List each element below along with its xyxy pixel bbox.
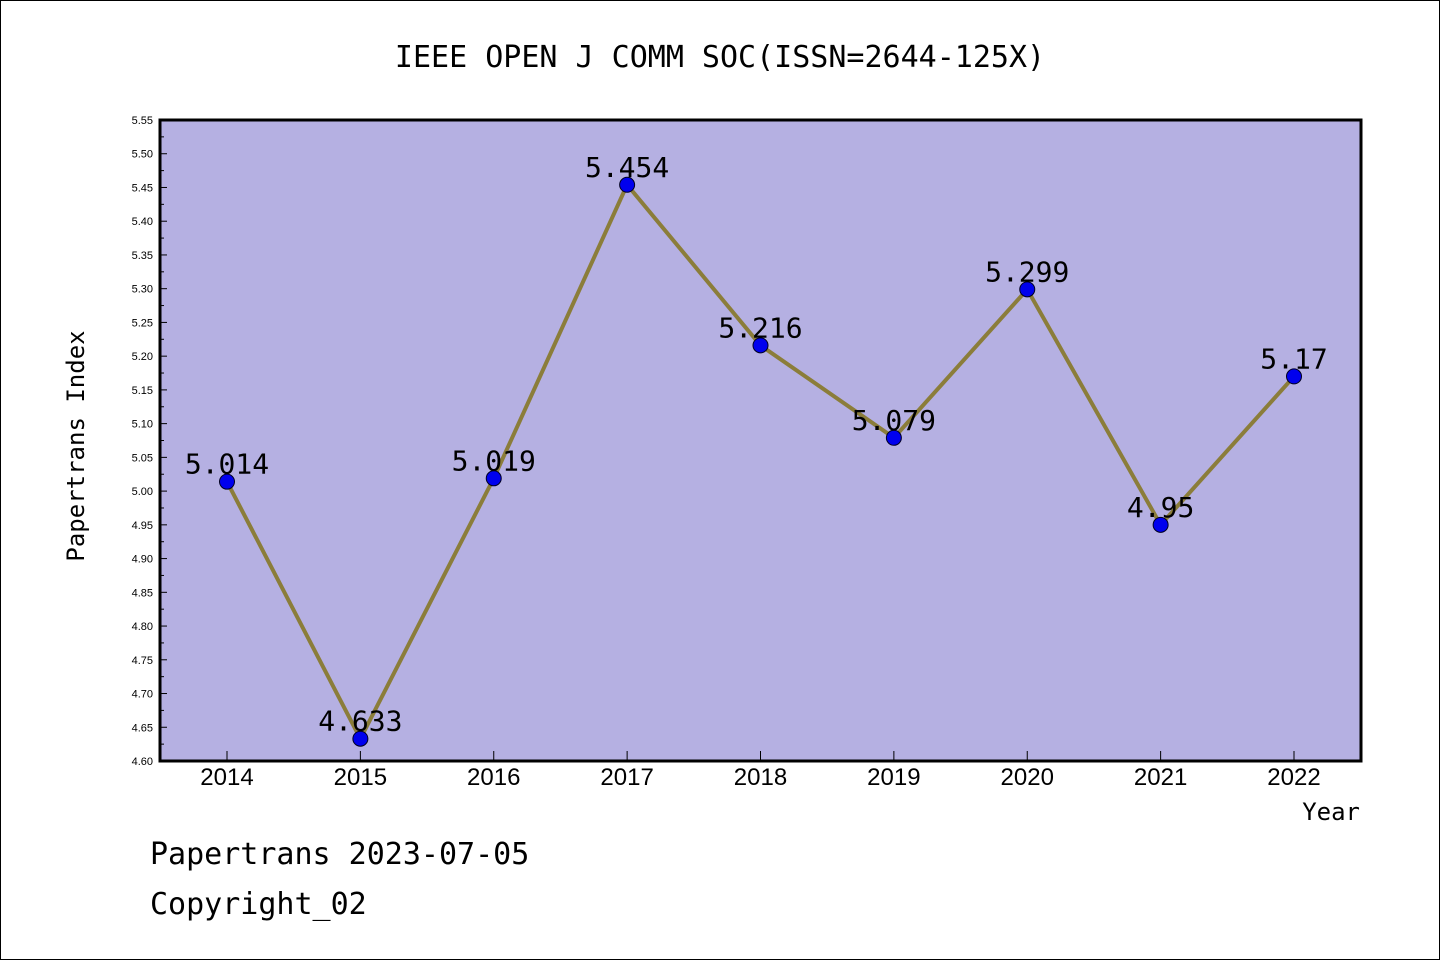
x-tick-label: 2017	[600, 764, 653, 791]
y-axis-label: Papertrans Index	[62, 330, 90, 561]
series-group: 5.014 4.633 5.019 5.454 5.216 5.079 5.299 4.95 5…	[185, 151, 1328, 747]
y-tick-label: 4.85	[132, 587, 153, 599]
x-tick-label: 2019	[867, 764, 920, 791]
data-point	[352, 730, 369, 747]
y-tick-label: 5.20	[132, 351, 153, 363]
y-axis-ticks: 4.60 4.65 4.70 4.75 4.80 4.85 4.90 4.95 5.00 5.05…	[132, 115, 167, 768]
x-tick-label: 2016	[467, 764, 520, 791]
data-point	[885, 429, 902, 446]
x-axis-label: Year	[1302, 798, 1360, 826]
data-label: 5.014	[185, 448, 269, 481]
data-point	[219, 473, 235, 490]
x-tick-label: 2022	[1267, 764, 1320, 791]
data-point	[752, 337, 769, 354]
data-label: 5.17	[1260, 342, 1327, 375]
footer-copyright: Copyright_02	[150, 887, 367, 922]
x-axis-ticks: 2014 2015 2016 2017 2018 2019 2020 2021 2022	[200, 751, 1321, 791]
data-label: 5.299	[985, 255, 1069, 288]
plot-area	[158, 118, 1363, 763]
chart-title: IEEE OPEN J COMM SOC(ISSN=2644-125X)	[395, 40, 1045, 75]
data-point	[485, 470, 502, 487]
x-tick-label: 2020	[1001, 764, 1054, 791]
y-tick-label: 4.60	[132, 756, 153, 768]
data-point	[1286, 368, 1302, 385]
data-label: 5.454	[585, 151, 669, 184]
x-tick-label: 2014	[200, 764, 253, 791]
data-label: 5.216	[718, 311, 802, 344]
y-tick-label: 5.10	[132, 419, 153, 431]
y-tick-label: 4.75	[132, 655, 153, 667]
footer-date: Papertrans 2023-07-05	[150, 837, 529, 872]
y-tick-label: 5.50	[132, 149, 153, 161]
data-point	[619, 176, 636, 193]
data-label: 5.079	[852, 404, 936, 437]
x-tick-label: 2015	[334, 764, 387, 791]
y-tick-label: 5.15	[132, 385, 153, 397]
data-label: 4.633	[318, 705, 402, 738]
data-point	[1019, 281, 1036, 298]
y-tick-label: 5.55	[132, 115, 153, 127]
data-point	[1152, 516, 1169, 533]
x-tick-label: 2021	[1134, 764, 1187, 791]
data-label: 5.019	[452, 444, 536, 477]
y-tick-label: 4.70	[132, 689, 153, 701]
y-tick-label: 5.00	[132, 486, 153, 498]
y-tick-label: 5.35	[132, 250, 153, 262]
y-tick-label: 4.90	[132, 554, 153, 566]
y-tick-label: 4.95	[132, 520, 153, 532]
y-tick-label: 5.40	[132, 216, 153, 228]
x-tick-label: 2018	[734, 764, 787, 791]
data-label: 4.95	[1127, 491, 1194, 524]
y-tick-label: 5.30	[132, 284, 153, 296]
y-tick-label: 5.25	[132, 317, 153, 329]
y-tick-label: 5.05	[132, 452, 153, 464]
y-tick-label: 4.80	[132, 621, 153, 633]
y-tick-label: 5.45	[132, 182, 153, 194]
y-tick-label: 4.65	[132, 722, 153, 734]
